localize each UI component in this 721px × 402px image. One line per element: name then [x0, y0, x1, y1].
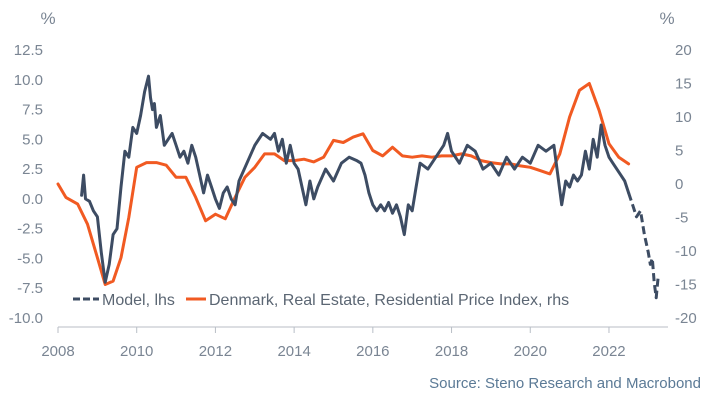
x-tick-label: 2022: [592, 343, 625, 360]
right-tick-label: -5: [675, 210, 688, 227]
left-axis-unit: %: [40, 9, 55, 28]
right-tick-label: 5: [675, 143, 683, 160]
series-layer: [56, 74, 660, 300]
right-tick-label: -10: [675, 243, 697, 260]
left-tick-label: -10.0: [9, 310, 43, 327]
model-forecast-line: [627, 192, 660, 300]
right-tick-label: -15: [675, 277, 697, 294]
right-tick-label: 15: [675, 76, 692, 93]
right-tick-label: 0: [675, 176, 683, 193]
source-note: Source: Steno Research and Macrobond: [429, 375, 701, 392]
x-tick-label: 2014: [277, 343, 310, 360]
left-tick-label: -2.5: [17, 221, 43, 238]
x-axis: 2008 2010 2012 2014 2016 2018 2020 2022: [41, 326, 668, 360]
left-tick-label: 0.0: [22, 191, 43, 208]
denmark-price-index-line: [56, 82, 631, 286]
model-line: [80, 74, 631, 284]
x-tick-label: 2016: [356, 343, 389, 360]
x-tick-label: 2020: [514, 343, 547, 360]
right-tick-label: 10: [675, 109, 692, 126]
x-tick-label: 2008: [41, 343, 74, 360]
right-axis: % 20 15 10 5 0 -5 -10 -15 -20: [659, 9, 696, 327]
left-tick-label: -5.0: [17, 250, 43, 267]
left-axis: % 12.5 10.0 7.5 5.0 2.5 0.0 -2.5 -5.0 -7.5 -10.0: [9, 9, 56, 327]
left-tick-label: 2.5: [22, 161, 43, 178]
x-tick-label: 2018: [435, 343, 468, 360]
x-tick-label: 2012: [199, 343, 232, 360]
left-tick-label: 5.0: [22, 131, 43, 148]
right-tick-label: -20: [675, 310, 697, 327]
x-tick-label: 2010: [120, 343, 153, 360]
right-tick-label: 20: [675, 42, 692, 59]
legend-model-label: Model, lhs: [102, 292, 175, 309]
legend: Model, lhs Denmark, Real Estate, Residen…: [73, 292, 569, 309]
left-tick-label: 7.5: [22, 102, 43, 119]
left-tick-label: -7.5: [17, 280, 43, 297]
legend-denmark-label: Denmark, Real Estate, Residential Price …: [209, 292, 569, 309]
left-tick-label: 10.0: [14, 72, 43, 89]
right-axis-unit: %: [659, 9, 674, 28]
left-tick-label: 12.5: [14, 42, 43, 59]
